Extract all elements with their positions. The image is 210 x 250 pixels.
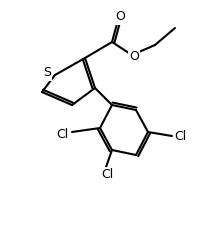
Text: Cl: Cl	[101, 168, 113, 181]
Text: Cl: Cl	[174, 130, 186, 142]
Text: O: O	[129, 50, 139, 64]
Text: Cl: Cl	[56, 128, 68, 140]
Text: S: S	[43, 66, 51, 80]
Text: O: O	[115, 10, 125, 24]
